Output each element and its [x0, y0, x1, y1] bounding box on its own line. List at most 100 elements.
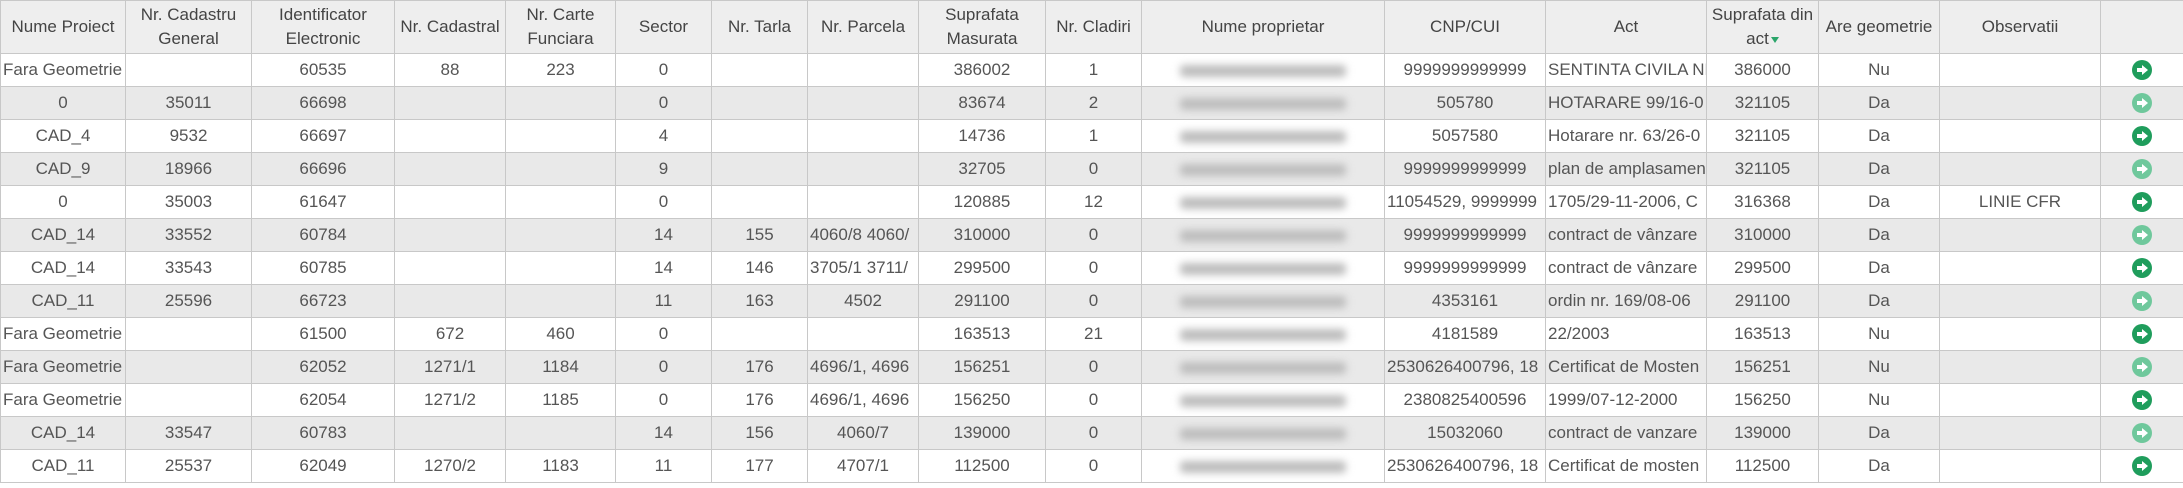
arrow-circle-right-icon[interactable] [2132, 258, 2152, 279]
cell: 156 [711, 416, 808, 450]
column-header[interactable]: Nr. Carte Funciara [505, 0, 616, 54]
table-row[interactable]: CAD_14 33547 60783 14 156 4060/7 139000 0 150320… [0, 416, 2183, 450]
redacted-owner-name [1179, 394, 1347, 407]
cell [711, 185, 808, 219]
cell: 0 [1045, 350, 1142, 384]
arrow-circle-right-icon[interactable] [2132, 192, 2152, 213]
table-row[interactable]: CAD_14 33552 60784 14 155 4060/8 4060/310000 0… [0, 218, 2183, 252]
cell [1141, 53, 1385, 87]
table-row[interactable]: Fara Geometrie 61500 672 460 0 163513 21 418158… [0, 317, 2183, 351]
cell: 35003 [125, 185, 252, 219]
sort-desc-icon[interactable] [1770, 36, 1779, 43]
column-header[interactable]: Nr. Cadastru General [125, 0, 252, 54]
cell: CAD_14 [0, 251, 126, 285]
cell: 120885 [918, 185, 1046, 219]
cell: 33547 [125, 416, 252, 450]
cell: 1705/29-11-2006, C [1545, 185, 1707, 219]
cell: Da [1818, 284, 1940, 318]
arrow-circle-right-icon[interactable] [2132, 93, 2152, 114]
cell: 0 [615, 350, 712, 384]
cell: Hotarare nr. 63/26-0 [1545, 119, 1707, 153]
cell [1141, 284, 1385, 318]
cell: Fara Geometrie [0, 383, 126, 417]
column-header[interactable]: Are geometrie [1818, 0, 1940, 54]
column-header[interactable]: Observatii [1939, 0, 2101, 54]
column-header[interactable]: Identificator Electronic [251, 0, 395, 54]
cell: 386000 [1706, 53, 1819, 87]
column-header[interactable]: Nr. Cadastral [394, 0, 506, 54]
cell: Certificat de Mosten [1545, 350, 1707, 384]
cell: Fara Geometrie [0, 53, 126, 87]
table-row[interactable]: CAD_9 18966 66696 9 32705 0 9999999999999 plan … [0, 152, 2183, 186]
arrow-circle-right-icon[interactable] [2132, 423, 2152, 444]
column-header[interactable]: Suprafata Masurata [918, 0, 1046, 54]
cell [1141, 350, 1385, 384]
cell: Nu [1818, 383, 1940, 417]
table-row[interactable]: 0 35011 66698 0 83674 2 505780 HOTARARE 99/16-0… [0, 86, 2183, 120]
cell: 0 [615, 53, 712, 87]
column-header[interactable]: Nr. Cladiri [1045, 0, 1142, 54]
arrow-circle-right-icon[interactable] [2132, 159, 2152, 180]
column-header[interactable]: Nr. Tarla [711, 0, 808, 54]
column-header[interactable]: CNP/CUI [1384, 0, 1546, 54]
cell: 163513 [918, 317, 1046, 351]
cell: 0 [1045, 383, 1142, 417]
arrow-circle-right-icon[interactable] [2132, 456, 2152, 477]
column-header-label: Nr. Parcela [820, 17, 906, 36]
table-row[interactable]: CAD_4 9532 66697 4 14736 1 5057580 Hotarare nr.… [0, 119, 2183, 153]
arrow-circle-right-icon[interactable] [2132, 390, 2152, 411]
column-header[interactable]: Act [1545, 0, 1707, 54]
column-header[interactable]: Nume Proiect [0, 0, 126, 54]
cell [505, 185, 616, 219]
row-action-cell [2100, 449, 2183, 483]
arrow-circle-right-icon[interactable] [2132, 225, 2152, 246]
arrow-circle-right-icon[interactable] [2132, 291, 2152, 312]
column-header-label: Nr. Tarla [728, 17, 791, 36]
cell [1141, 383, 1385, 417]
cell [394, 251, 506, 285]
table-row[interactable]: Fara Geometrie 60535 88 223 0 386002 1 99999999… [0, 53, 2183, 87]
cell: Nu [1818, 350, 1940, 384]
table-row[interactable]: Fara Geometrie 62052 1271/1 1184 0 176 4696/1,… [0, 350, 2183, 384]
cell: CAD_14 [0, 416, 126, 450]
table-row[interactable]: 0 35003 61647 0 120885 12 11054529, 9999999 170… [0, 185, 2183, 219]
cell: 1185 [505, 383, 616, 417]
table-row[interactable]: CAD_14 33543 60785 14 146 3705/1 3711/299500 0… [0, 251, 2183, 285]
cell [125, 317, 252, 351]
cell: SENTINTA CIVILA NR [1545, 53, 1707, 87]
row-action-cell [2100, 119, 2183, 153]
cell: 155 [711, 218, 808, 252]
cell: 18966 [125, 152, 252, 186]
table-row[interactable]: CAD_11 25596 66723 11 163 4502 291100 0 4353161 o… [0, 284, 2183, 318]
table-row[interactable]: Fara Geometrie 62054 1271/2 1185 0 176 4696/1,… [0, 383, 2183, 417]
cell: 4696/1, 4696 [807, 350, 919, 384]
arrow-circle-right-icon[interactable] [2132, 60, 2152, 81]
arrow-circle-right-icon[interactable] [2132, 324, 2152, 345]
cell: Da [1818, 218, 1940, 252]
table-row[interactable]: CAD_11 25537 62049 1270/2 1183 11 177 4707/1 112… [0, 449, 2183, 483]
row-action-cell [2100, 185, 2183, 219]
cell: 3705/1 3711/ [807, 251, 919, 285]
cell [505, 152, 616, 186]
column-header[interactable]: Nume proprietar [1141, 0, 1385, 54]
column-header[interactable]: Suprafata din act [1706, 0, 1819, 54]
cell: 62049 [251, 449, 395, 483]
column-header-label: Nr. Carte Funciara [526, 5, 595, 48]
cell: 14736 [918, 119, 1046, 153]
arrow-circle-right-icon[interactable] [2132, 357, 2152, 378]
cell: 9999999999999 [1384, 251, 1546, 285]
cell: Da [1818, 119, 1940, 153]
redacted-owner-name [1179, 97, 1347, 110]
cell [394, 86, 506, 120]
cell: 0 [615, 86, 712, 120]
arrow-circle-right-icon[interactable] [2132, 126, 2152, 147]
row-action-cell [2100, 251, 2183, 285]
cell: 9 [615, 152, 712, 186]
cell [1939, 416, 2101, 450]
column-header[interactable] [2100, 0, 2183, 54]
cell: contract de vânzare [1545, 251, 1707, 285]
cell: 1 [1045, 119, 1142, 153]
column-header[interactable]: Nr. Parcela [807, 0, 919, 54]
column-header[interactable]: Sector [615, 0, 712, 54]
